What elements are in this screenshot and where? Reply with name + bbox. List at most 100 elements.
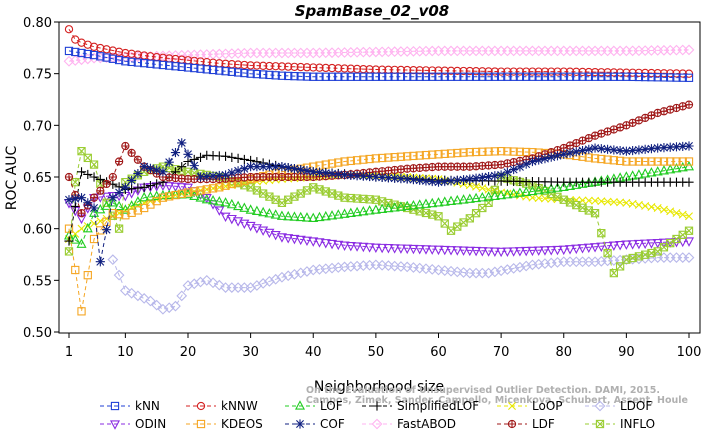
- data-point: [509, 67, 518, 76]
- data-point: [334, 64, 343, 73]
- data-point: [302, 166, 312, 176]
- data-point: [258, 70, 268, 79]
- legend-item-cof: COF: [285, 417, 345, 431]
- data-point: [408, 244, 419, 255]
- data-point: [471, 173, 481, 183]
- data-point: [440, 149, 449, 159]
- data-point: [552, 245, 563, 256]
- x-tick-label: 90: [618, 345, 635, 360]
- data-point: [658, 165, 669, 175]
- y-tick-label: 0.50: [23, 326, 52, 341]
- data-point: [334, 158, 343, 167]
- data-point: [390, 72, 399, 81]
- data-point: [220, 212, 231, 223]
- data-point: [251, 224, 262, 234]
- data-point: [634, 72, 644, 82]
- data-point: [346, 170, 356, 180]
- data-point: [590, 72, 600, 81]
- data-point: [515, 72, 525, 81]
- data-point: [151, 190, 162, 200]
- data-point: [433, 245, 444, 256]
- data-point: [64, 195, 74, 205]
- data-point: [659, 73, 669, 82]
- data-point: [321, 168, 331, 178]
- data-point: [665, 238, 676, 248]
- data-point: [132, 290, 144, 302]
- series-fastabod: [63, 44, 695, 67]
- data-point: [434, 212, 443, 221]
- data-point: [615, 72, 625, 81]
- data-point: [257, 278, 269, 289]
- data-point: [452, 175, 462, 185]
- data-point: [239, 164, 249, 174]
- data-point: [308, 212, 319, 222]
- y-axis-title: ROC AUC: [4, 145, 20, 210]
- data-point: [584, 153, 593, 162]
- chart-title: SpamBase_02_v08: [295, 2, 449, 20]
- data-point: [558, 181, 569, 191]
- data-point: [139, 162, 149, 172]
- x-tick-label: 10: [117, 345, 134, 360]
- data-point: [484, 67, 493, 76]
- data-point: [176, 183, 187, 193]
- data-point: [133, 155, 143, 164]
- data-point: [684, 141, 694, 151]
- legend-label: kNN: [135, 399, 160, 413]
- data-point: [101, 192, 112, 203]
- data-point: [633, 239, 644, 250]
- data-point: [390, 165, 399, 175]
- data-point: [683, 237, 695, 247]
- data-point: [271, 62, 280, 71]
- data-point: [227, 152, 237, 162]
- legend-marker: [295, 419, 305, 429]
- data-point: [182, 188, 194, 199]
- data-point: [271, 71, 280, 80]
- data-point: [301, 236, 312, 247]
- data-point: [647, 157, 656, 166]
- data-point: [534, 67, 543, 76]
- data-point: [495, 265, 507, 277]
- data-point: [453, 66, 462, 76]
- data-point: [327, 63, 337, 73]
- watermark-line-2: On the Evaluation of Unsupervised Outlie…: [306, 385, 660, 396]
- data-point: [571, 179, 582, 189]
- data-point: [89, 50, 99, 60]
- data-point: [616, 198, 625, 207]
- data-point: [127, 49, 136, 58]
- data-point: [590, 243, 601, 253]
- data-point: [471, 67, 481, 76]
- data-point: [446, 176, 456, 186]
- data-point: [145, 163, 156, 173]
- data-point: [271, 162, 281, 172]
- data-point: [188, 278, 200, 290]
- legend: kNN kNNW LOF SimplifiedLOF LoOP LDOF ODIN KDEOS…: [100, 399, 655, 431]
- data-point: [358, 205, 369, 216]
- data-point: [584, 72, 593, 81]
- data-point: [677, 161, 688, 172]
- data-point: [365, 171, 375, 182]
- data-point: [119, 285, 131, 297]
- data-point: [490, 67, 500, 76]
- data-point: [121, 141, 130, 151]
- data-point: [546, 183, 557, 193]
- x-tick-label: 30: [242, 345, 259, 360]
- data-point: [484, 72, 493, 81]
- watermark-line-1: Campos, Zimek, Sander, Campello, Micenko…: [306, 395, 688, 406]
- data-point: [446, 72, 456, 81]
- data-point: [489, 190, 500, 200]
- data-point: [509, 72, 518, 81]
- data-point: [233, 166, 243, 176]
- data-point: [439, 245, 450, 256]
- data-point: [615, 68, 625, 77]
- data-point: [453, 72, 462, 81]
- y-tick-label: 0.65: [23, 171, 52, 186]
- data-point: [446, 66, 456, 75]
- data-point: [345, 241, 356, 252]
- data-point: [514, 247, 525, 257]
- data-point: [83, 49, 92, 59]
- data-point: [96, 186, 105, 195]
- data-point: [421, 72, 431, 81]
- data-point: [547, 67, 556, 76]
- data-point: [289, 164, 300, 174]
